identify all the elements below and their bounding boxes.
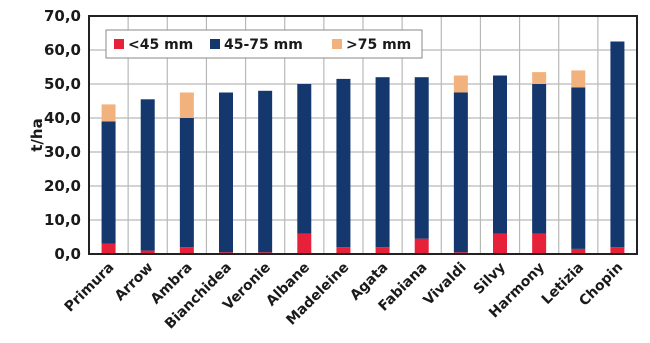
legend-swatch [210,39,220,49]
y-tick-label: 40,0 [44,109,81,127]
x-tick-label: Primura [62,260,118,316]
x-tick-label: Vivaldi [420,260,469,309]
bar-segment-small [532,233,547,254]
bar-segment-small [493,233,507,254]
legend-label: 45-75 mm [224,37,303,53]
bar-segment-small [336,247,351,254]
bar-segment-large [532,72,547,84]
bar-segment-small [414,238,429,254]
bar-segment-large [101,104,116,122]
bar-segment-medium [101,121,116,244]
bar-segment-large [571,70,586,88]
bar-segment-large [453,75,468,93]
legend-label: >75 mm [346,37,411,53]
bar-segment-medium [140,99,155,251]
legend-swatch [332,39,342,49]
y-tick-label: 10,0 [44,211,81,229]
y-axis-title: t/ha [28,118,46,151]
bar-segment-medium [610,41,625,248]
y-tick-label: 60,0 [44,41,81,59]
legend-box [105,29,423,59]
bar-segment-small [375,247,390,254]
y-tick-label: 0,0 [54,245,81,263]
bar-segment-small [297,233,312,254]
bar-segment-medium [258,90,273,253]
x-tick-label: Chopin [576,260,626,310]
legend-swatch [114,39,124,49]
bar-segment-small [571,248,586,254]
legend-label: <45 mm [128,37,193,53]
bar-segment-medium [219,92,233,253]
bar-segment-medium [375,77,390,248]
bar-segment-small [101,243,116,254]
bar-segment-medium [532,84,547,234]
y-tick-label: 30,0 [44,143,81,161]
y-tick-label: 50,0 [44,75,81,93]
y-tick-label: 20,0 [44,177,81,195]
bar-segment-medium [571,87,586,249]
bar-segment-medium [453,92,468,253]
bar-segment-small [140,250,155,254]
bar-segment-small [179,247,194,254]
bar-segment-medium [493,75,507,234]
bar-segment-medium [336,78,351,248]
bar-segment-medium [297,84,312,234]
bar-segment-medium [414,77,429,239]
y-tick-label: 70,0 [44,7,81,25]
bar-segment-medium [179,118,194,248]
bar-segment-small [610,247,625,254]
plot-border [88,15,638,255]
bar-segment-large [179,92,194,118]
